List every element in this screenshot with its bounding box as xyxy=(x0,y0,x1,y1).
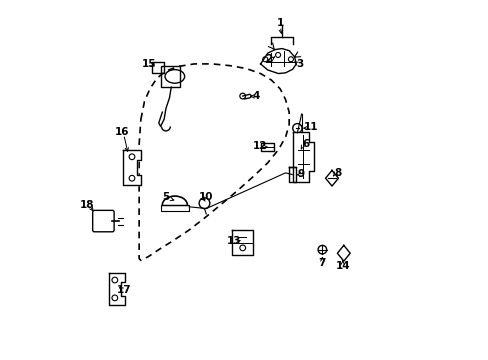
Text: 4: 4 xyxy=(252,91,260,102)
Bar xyxy=(261,143,274,152)
Text: 8: 8 xyxy=(334,168,341,178)
Text: 3: 3 xyxy=(296,59,303,69)
Bar xyxy=(160,205,189,211)
Text: 18: 18 xyxy=(80,200,94,210)
Text: 14: 14 xyxy=(335,261,349,271)
Text: 15: 15 xyxy=(142,59,157,69)
Polygon shape xyxy=(260,49,296,73)
Text: 2: 2 xyxy=(264,54,272,64)
Text: 7: 7 xyxy=(318,258,325,268)
Text: 12: 12 xyxy=(252,141,266,151)
Text: 10: 10 xyxy=(199,192,213,202)
Text: 5: 5 xyxy=(163,192,169,202)
Polygon shape xyxy=(231,230,253,255)
Polygon shape xyxy=(292,132,313,182)
Polygon shape xyxy=(108,273,124,305)
Text: 16: 16 xyxy=(115,127,129,137)
Polygon shape xyxy=(123,150,141,185)
Bar xyxy=(151,62,164,73)
Text: 1: 1 xyxy=(276,18,283,28)
Text: 13: 13 xyxy=(226,237,241,247)
Bar xyxy=(160,66,180,87)
Text: 6: 6 xyxy=(302,139,308,149)
Text: 17: 17 xyxy=(117,285,131,295)
Text: 9: 9 xyxy=(297,168,304,179)
Text: 11: 11 xyxy=(303,122,317,132)
